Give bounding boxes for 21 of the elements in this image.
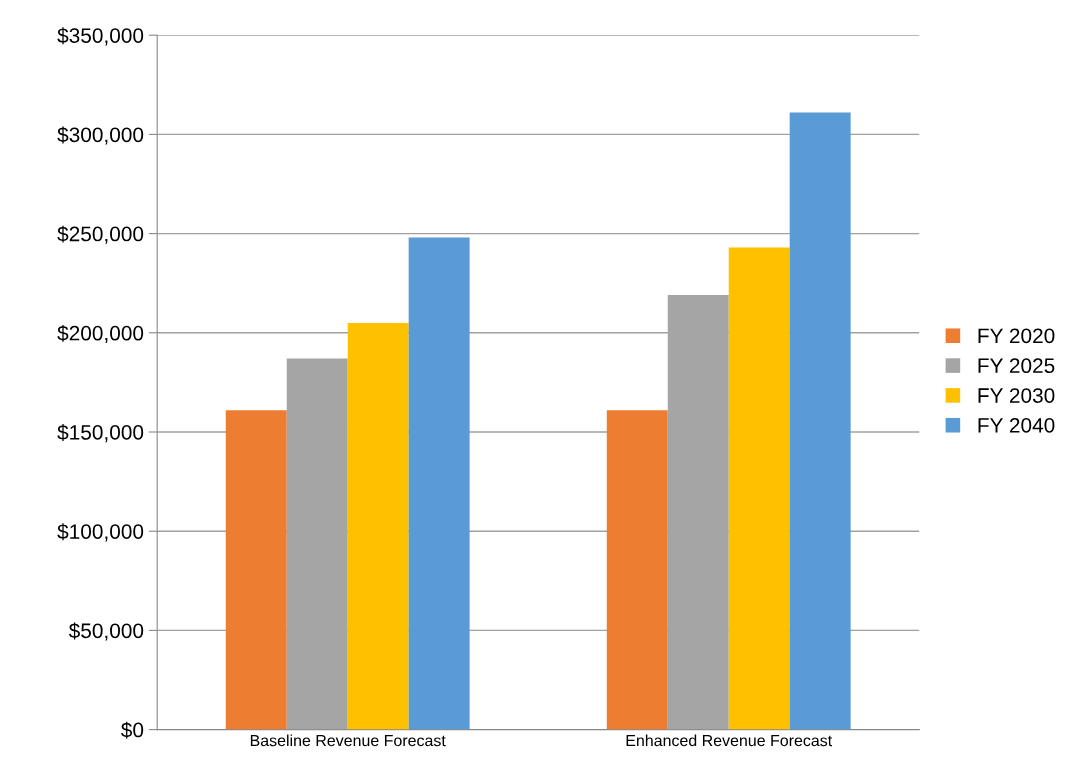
- bar: [789, 112, 851, 730]
- legend-label: FY 2030: [978, 388, 1055, 403]
- bar: [606, 410, 668, 730]
- y-tick-label: $200,000: [57, 324, 144, 344]
- y-tick-label: $350,000: [57, 27, 144, 46]
- x-tick-label: Baseline Revenue Forecast: [250, 734, 446, 747]
- legend-label: FY 2040: [978, 417, 1055, 433]
- y-tick-label: $50,000: [68, 622, 144, 641]
- y-tick-label: $250,000: [57, 225, 144, 244]
- bar: [728, 247, 790, 730]
- y-tick-label: $0: [121, 721, 144, 739]
- y-tick-label: $100,000: [57, 523, 144, 542]
- y-tick-label: $150,000: [57, 424, 144, 443]
- x-tick-label: Enhanced Revenue Forecast: [626, 734, 833, 747]
- bar: [225, 410, 287, 730]
- bar: [347, 322, 409, 730]
- legend-label: FY 2020: [978, 328, 1055, 344]
- legend-label: FY 2025: [978, 358, 1055, 374]
- bar: [408, 237, 470, 730]
- y-tick-label: $300,000: [57, 126, 144, 145]
- bar: [286, 358, 348, 730]
